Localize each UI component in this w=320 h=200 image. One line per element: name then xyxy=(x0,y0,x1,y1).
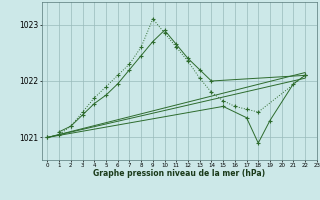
X-axis label: Graphe pression niveau de la mer (hPa): Graphe pression niveau de la mer (hPa) xyxy=(93,169,265,178)
